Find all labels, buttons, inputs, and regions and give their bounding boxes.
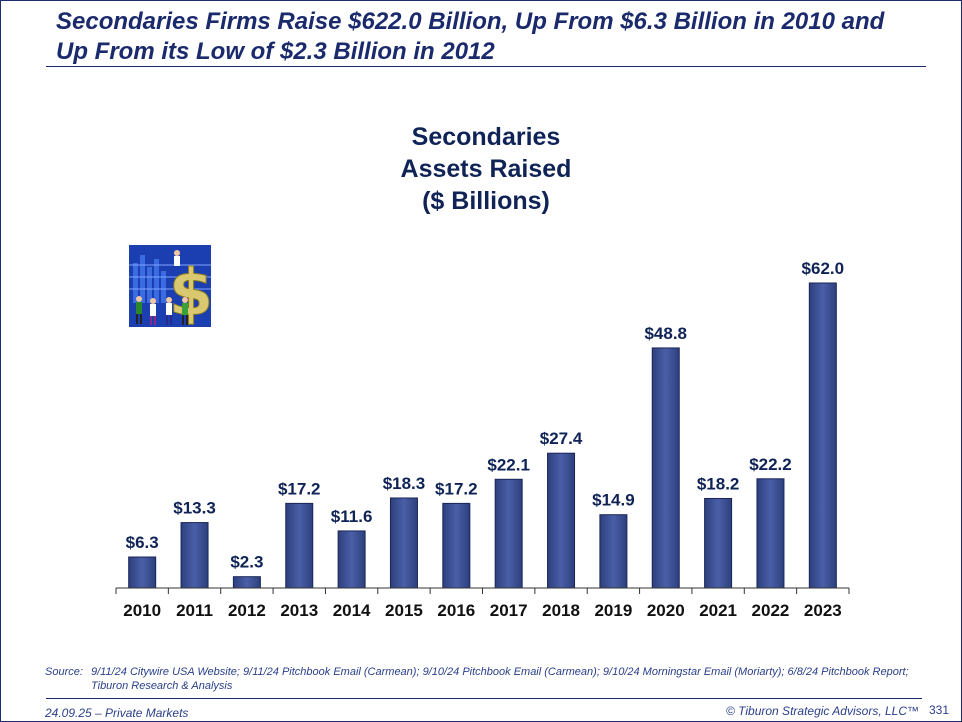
footer-copyright: © Tiburon Strategic Advisors, LLC™ [725, 704, 919, 718]
x-tick-2012: 2012 [228, 601, 266, 620]
bar-2012 [232, 576, 261, 589]
bar-2013 [285, 502, 314, 589]
value-label-2017: $22.1 [487, 455, 530, 474]
x-tick-2014: 2014 [333, 601, 371, 620]
value-label-2018: $27.4 [540, 429, 583, 448]
bar-2021 [704, 497, 733, 589]
x-tick-2018: 2018 [542, 601, 580, 620]
bar-2017 [494, 478, 523, 589]
x-tick-2017: 2017 [490, 601, 528, 620]
business-people-clipart: $ [129, 245, 211, 327]
value-label-2011: $13.3 [173, 499, 216, 518]
bar-2014 [337, 530, 366, 589]
value-label-2010: $6.3 [126, 533, 159, 552]
source-text: 9/11/24 Citywire USA Website; 9/11/24 Pi… [91, 666, 909, 692]
bar-2015 [389, 497, 418, 589]
x-tick-2015: 2015 [385, 601, 423, 620]
value-label-2013: $17.2 [278, 479, 321, 498]
value-label-2022: $22.2 [749, 455, 792, 474]
x-tick-2011: 2011 [176, 601, 213, 620]
bar-2020 [651, 347, 680, 589]
value-label-2021: $18.2 [697, 474, 740, 493]
x-tick-2016: 2016 [437, 601, 475, 620]
x-tick-2020: 2020 [647, 601, 685, 620]
x-tick-2010: 2010 [123, 601, 161, 620]
svg-text:$: $ [169, 257, 211, 327]
page-number: 331 [929, 703, 950, 717]
value-label-2019: $14.9 [592, 491, 635, 510]
bar-2010 [128, 556, 157, 589]
chart-title-line-2: Assets Raised [400, 155, 572, 183]
footer-date: 24.09.25 – Private Markets [45, 706, 189, 720]
bar-2019 [599, 514, 628, 589]
x-tick-2013: 2013 [280, 601, 318, 620]
x-tick-2023: 2023 [804, 601, 842, 620]
bar-2011 [180, 522, 209, 589]
value-label-2023: $62.0 [802, 259, 845, 278]
value-label-2012: $2.3 [230, 553, 263, 572]
source-label: Source: [45, 666, 83, 678]
headline-divider [46, 66, 926, 67]
bar-2018 [547, 452, 576, 589]
value-label-2014: $11.6 [331, 507, 373, 526]
bar-2016 [442, 502, 471, 589]
x-tick-2021: 2021 [699, 601, 737, 620]
value-label-2015: $18.3 [383, 474, 426, 493]
footer-divider [46, 698, 922, 699]
chart-title-line-3: ($ Billions) [422, 187, 550, 215]
value-label-2016: $17.2 [435, 479, 478, 498]
bar-2022 [756, 478, 785, 589]
x-tick-2022: 2022 [752, 601, 790, 620]
slide-headline: Secondaries Firms Raise $622.0 Billion, … [56, 8, 885, 65]
chart-title: Secondaries Assets Raised ($ Billions) [336, 121, 636, 217]
x-tick-2019: 2019 [594, 601, 632, 620]
value-label-2020: $48.8 [644, 324, 687, 343]
bar-2023 [808, 282, 837, 589]
source-note: Source: 9/11/24 Citywire USA Website; 9/… [45, 665, 925, 693]
chart-title-line-1: Secondaries [411, 123, 561, 151]
